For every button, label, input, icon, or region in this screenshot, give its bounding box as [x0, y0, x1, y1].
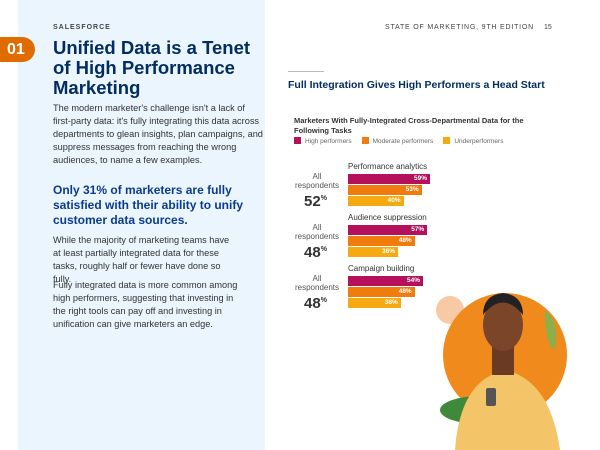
legend-item: Moderate performers [361, 137, 434, 145]
bar: 48% [348, 287, 415, 297]
bar: 38% [348, 298, 401, 308]
category-label: Audience suppression [348, 213, 427, 222]
all-respondents-label: All respondents [294, 274, 340, 292]
section-number-badge: 01 [0, 37, 35, 62]
person-photo [436, 293, 567, 450]
legend-swatch [443, 137, 451, 144]
chart-group: Audience suppression All respondents 48% 57… [290, 213, 490, 263]
legend-label: Underperformers [454, 138, 504, 145]
bar: 59% [348, 174, 430, 184]
legend-swatch [294, 137, 301, 144]
bar: 53% [348, 185, 422, 195]
section-title: Unified Data is a Tenet of High Performa… [53, 37, 251, 98]
all-respondents-value: 48% [304, 244, 327, 261]
bar: 54% [348, 276, 424, 286]
paragraph-intro: The modern marketer's challenge isn't a … [53, 103, 263, 165]
paragraph-two: While the majority of marketing teams ha… [53, 235, 230, 284]
chart-title: Full Integration Gives High Performers a… [288, 79, 545, 91]
chart-subtitle: Marketers With Fully-Integrated Cross-De… [294, 116, 524, 135]
chart-group: Performance analytics All respondents 52% 5… [290, 162, 490, 212]
divider [288, 71, 324, 72]
legend-swatch [361, 137, 369, 144]
legend-item: Underperformers [443, 137, 503, 145]
page-number: 15 [544, 24, 552, 31]
all-respondents-value: 48% [304, 295, 327, 312]
bar: 36% [348, 247, 399, 257]
bar: 48% [348, 236, 415, 246]
bar: 40% [348, 196, 404, 206]
pull-quote: Only 31% of marketers are fully satisfie… [53, 183, 244, 227]
brand-label: SALESFORCE [53, 24, 111, 31]
category-label: Performance analytics [348, 162, 428, 171]
legend-item: High performers [294, 137, 352, 145]
chart-group: Campaign building All respondents 48% 54% 48… [290, 264, 490, 314]
chart-legend: High performers Moderate performers Underp… [294, 137, 503, 145]
paragraph-three: Fully integrated data is more common amo… [53, 280, 238, 329]
all-respondents-label: All respondents [294, 172, 340, 190]
all-respondents-label: All respondents [294, 223, 340, 241]
all-respondents-value: 52% [304, 193, 327, 210]
category-label: Campaign building [348, 264, 415, 273]
legend-label: High performers [305, 138, 352, 145]
all-respondents-number: 48 [304, 244, 321, 261]
legend-label: Moderate performers [372, 138, 434, 145]
all-respondents-number: 48 [304, 295, 321, 312]
publication-title: STATE OF MARKETING, 9TH EDITION [385, 24, 534, 31]
left-panel [18, 0, 265, 450]
bar: 57% [348, 225, 428, 235]
all-respondents-number: 52 [304, 193, 321, 210]
